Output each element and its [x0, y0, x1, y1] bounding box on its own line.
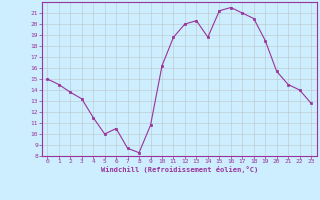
X-axis label: Windchill (Refroidissement éolien,°C): Windchill (Refroidissement éolien,°C) [100, 166, 258, 173]
